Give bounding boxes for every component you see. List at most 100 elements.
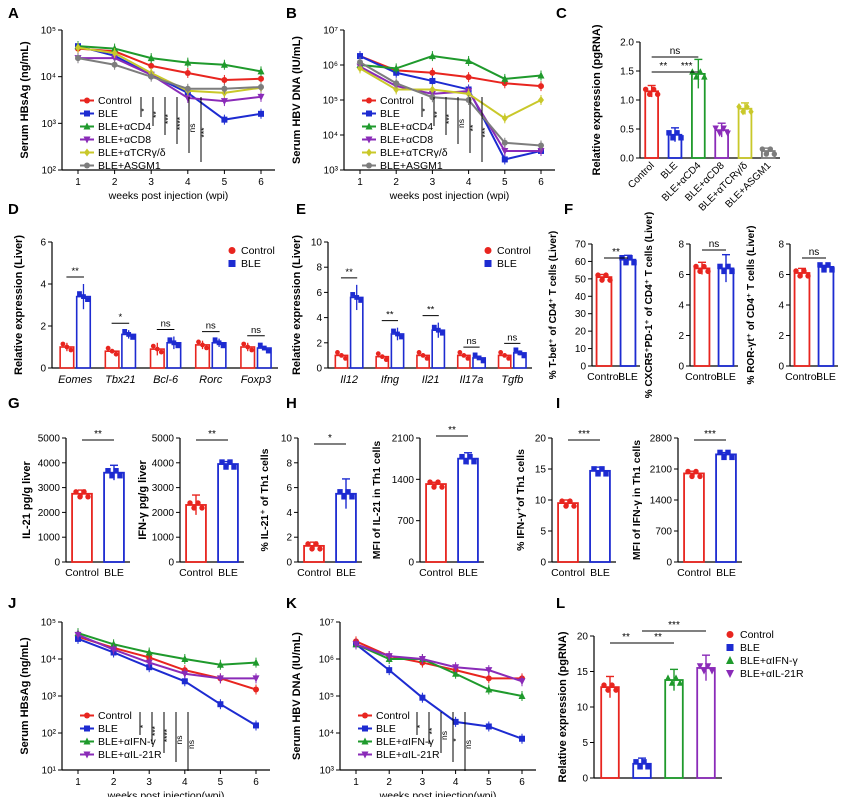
data-point xyxy=(392,64,400,72)
data-point xyxy=(111,61,118,68)
sig-label: *** xyxy=(668,620,680,631)
data-point xyxy=(354,295,360,300)
data-point xyxy=(68,347,74,353)
y-tick-label: 0 xyxy=(54,558,60,569)
data-point xyxy=(609,682,615,688)
data-point xyxy=(158,349,164,355)
data-point xyxy=(633,759,639,765)
x-tick-label: Control xyxy=(419,567,453,579)
data-point xyxy=(595,272,601,278)
series-line-BLE+αIFN-γ xyxy=(77,632,257,666)
data-point xyxy=(696,663,704,670)
y-tick-label: 5 xyxy=(540,527,546,538)
legend-marker xyxy=(366,97,372,104)
data-point xyxy=(216,340,222,346)
series-line-BLE xyxy=(355,643,523,740)
data-point xyxy=(145,659,153,667)
data-point xyxy=(150,343,156,349)
data-point xyxy=(717,449,723,456)
x-tick-label: Control xyxy=(626,160,657,191)
sig-label: ns xyxy=(507,332,517,343)
legend-marker xyxy=(361,751,369,759)
data-point xyxy=(463,458,469,465)
sig-label: * xyxy=(119,312,123,323)
data-point xyxy=(613,687,619,693)
data-point xyxy=(457,350,463,355)
x-tick-label: Bcl-6 xyxy=(153,374,179,386)
data-point xyxy=(191,505,197,511)
bar xyxy=(600,686,620,779)
data-point xyxy=(386,667,393,674)
y-tick-label: 3000 xyxy=(152,483,175,494)
x-tick-label: BLE xyxy=(716,567,736,579)
data-point xyxy=(736,103,742,111)
bar xyxy=(71,492,93,563)
legend-label: BLE+αTCRγ/δ xyxy=(380,147,448,159)
x-tick-label: Control xyxy=(785,371,819,383)
y-tick-label: 1000 xyxy=(38,533,61,544)
sig-label: ns xyxy=(174,736,184,745)
sig-label: *** xyxy=(704,429,716,440)
y-tick-label: 700 xyxy=(655,527,672,538)
bar xyxy=(737,107,753,159)
panel-letter-H: H xyxy=(286,395,297,412)
data-point xyxy=(591,466,597,472)
legend-marker xyxy=(84,148,90,157)
data-point xyxy=(506,356,512,361)
legend-label: BLE xyxy=(740,642,760,654)
series-line-BLE xyxy=(77,637,257,727)
x-tick-label: Tbx21 xyxy=(105,374,136,386)
bar xyxy=(103,471,125,563)
data-point xyxy=(502,353,508,358)
legend-label: Control xyxy=(241,245,275,257)
legend-label: Control xyxy=(98,710,132,722)
bar xyxy=(696,667,716,779)
data-point xyxy=(64,344,70,350)
data-point xyxy=(599,466,605,472)
data-point xyxy=(595,471,601,477)
data-point xyxy=(220,60,228,68)
x-tick-label: 1 xyxy=(357,177,363,188)
y-tick-label: 6 xyxy=(778,270,784,281)
legend-marker xyxy=(726,656,734,664)
legend-label: Control xyxy=(740,629,774,641)
y-tick-label: 8 xyxy=(316,263,322,274)
data-point xyxy=(216,660,224,668)
y-tick-label: 4 xyxy=(40,280,46,291)
x-tick-label: Control xyxy=(65,567,99,579)
sig-label: ns xyxy=(251,325,261,336)
x-tick-label: Control xyxy=(551,567,585,579)
legend-marker xyxy=(365,136,373,144)
panel-letter-E: E xyxy=(296,201,306,218)
data-point xyxy=(221,116,228,123)
y-tick-label: 0 xyxy=(540,558,546,569)
y-axis-label: Relative expression (Liver) xyxy=(13,235,25,375)
data-point xyxy=(145,648,153,656)
legend-label: BLE xyxy=(376,723,396,735)
legend-marker xyxy=(362,712,368,719)
series-line-BLE+αCD8 xyxy=(78,57,262,103)
data-point xyxy=(513,347,519,353)
sig-label: ** xyxy=(468,124,478,131)
data-point xyxy=(105,468,111,474)
legend-label: Control xyxy=(497,245,531,257)
bar xyxy=(817,265,835,367)
data-point xyxy=(148,62,155,69)
legend-marker xyxy=(84,162,90,169)
y-tick-label: 5000 xyxy=(38,434,61,445)
data-point xyxy=(257,67,265,75)
y-tick-label: 20 xyxy=(577,632,589,643)
y-tick-label: 2000 xyxy=(38,508,61,519)
data-point xyxy=(383,357,389,363)
panel-letter-K: K xyxy=(286,595,297,612)
data-point xyxy=(666,130,672,136)
data-point xyxy=(501,74,509,82)
y-axis-label: Relative expression (Liver) xyxy=(291,235,303,375)
y-axis-label: Serum HBV DNA (IU/mL) xyxy=(291,36,303,164)
y-tick-label: 1000 xyxy=(152,533,175,544)
data-point xyxy=(181,678,188,685)
data-point xyxy=(817,262,823,268)
data-point xyxy=(721,454,727,461)
data-point xyxy=(350,292,356,297)
data-point xyxy=(305,541,311,547)
